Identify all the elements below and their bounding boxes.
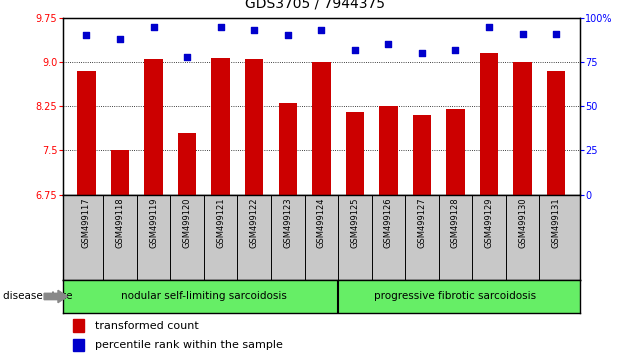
Text: transformed count: transformed count: [94, 320, 198, 331]
Text: GSM499121: GSM499121: [216, 197, 225, 248]
Text: GSM499122: GSM499122: [249, 197, 259, 248]
Text: GSM499125: GSM499125: [350, 197, 359, 248]
Text: nodular self-limiting sarcoidosis: nodular self-limiting sarcoidosis: [121, 291, 287, 302]
Text: GSM499120: GSM499120: [183, 197, 192, 248]
Text: GSM499127: GSM499127: [418, 197, 427, 248]
Bar: [111, 150, 129, 195]
Bar: [245, 59, 263, 195]
Bar: [480, 53, 498, 195]
Bar: [77, 71, 96, 195]
Text: GSM499126: GSM499126: [384, 197, 393, 248]
Point: [115, 36, 125, 42]
Bar: [446, 109, 465, 195]
Bar: [547, 71, 565, 195]
Text: percentile rank within the sample: percentile rank within the sample: [94, 339, 282, 350]
Point: [551, 31, 561, 36]
Text: disease state: disease state: [3, 291, 72, 302]
Point: [182, 54, 192, 59]
Point: [215, 24, 226, 29]
Bar: [73, 338, 84, 351]
Point: [81, 33, 91, 38]
Text: GSM499131: GSM499131: [552, 197, 561, 248]
Text: GSM499128: GSM499128: [451, 197, 460, 248]
Point: [283, 33, 293, 38]
Point: [316, 27, 326, 33]
Point: [383, 41, 393, 47]
Point: [249, 27, 260, 33]
Text: GSM499119: GSM499119: [149, 197, 158, 248]
Text: GDS3705 / 7944375: GDS3705 / 7944375: [245, 0, 385, 11]
Point: [484, 24, 494, 29]
Text: GSM499118: GSM499118: [115, 197, 125, 248]
Text: GSM499130: GSM499130: [518, 197, 527, 248]
Bar: [278, 103, 297, 195]
Point: [450, 47, 461, 52]
Text: progressive fibrotic sarcoidosis: progressive fibrotic sarcoidosis: [374, 291, 537, 302]
Text: GSM499129: GSM499129: [484, 197, 493, 248]
Point: [350, 47, 360, 52]
Bar: [413, 115, 431, 195]
Text: GSM499124: GSM499124: [317, 197, 326, 248]
Point: [517, 31, 527, 36]
Bar: [513, 62, 532, 195]
Bar: [73, 319, 84, 332]
Bar: [379, 106, 398, 195]
Bar: [212, 58, 230, 195]
Bar: [346, 112, 364, 195]
Bar: [178, 133, 197, 195]
Point: [149, 24, 159, 29]
Text: GSM499123: GSM499123: [284, 197, 292, 248]
Text: GSM499117: GSM499117: [82, 197, 91, 248]
Bar: [144, 59, 163, 195]
Bar: [312, 62, 331, 195]
Point: [417, 50, 427, 56]
